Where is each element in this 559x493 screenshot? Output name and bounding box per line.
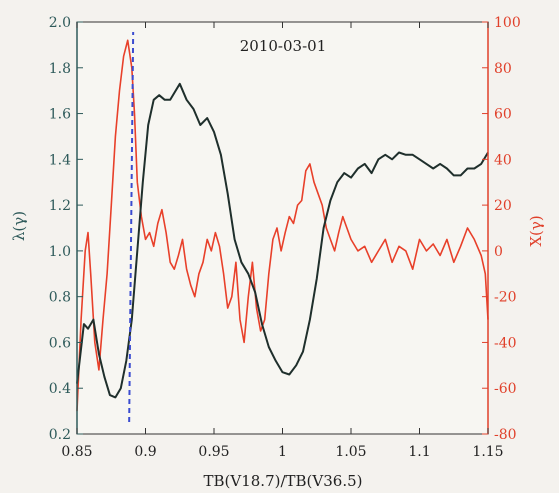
right-tick-label: -60 — [494, 381, 517, 397]
left-tick-label: 1.2 — [49, 198, 71, 214]
plot-area — [76, 21, 489, 435]
right-axis-label: X(γ) — [527, 215, 545, 246]
right-tick-label: 80 — [494, 61, 512, 77]
x-tick-label: 1.15 — [472, 444, 503, 460]
right-tick-label: -80 — [494, 427, 517, 443]
left-tick-label: 2.0 — [49, 15, 71, 31]
date-annotation: 2010-03-01 — [240, 37, 326, 55]
right-tick-label: 60 — [494, 107, 512, 123]
left-axis-label: λ(γ) — [10, 211, 28, 241]
right-tick-label: -40 — [494, 335, 517, 351]
left-tick-label: 0.2 — [49, 427, 71, 443]
vertical-dashed-marker — [128, 31, 135, 423]
right-tick-label: 0 — [494, 244, 503, 260]
left-tick-label: 0.4 — [49, 381, 71, 397]
x-tick-label: 0.9 — [134, 444, 156, 460]
left-tick-label: 0.8 — [49, 290, 71, 306]
left-tick-label: 1.0 — [49, 244, 71, 260]
left-tick-label: 1.4 — [49, 152, 71, 168]
x-tick-label: 0.85 — [61, 444, 92, 460]
chart-marks — [76, 31, 489, 423]
lambda-gamma-series-line — [76, 82, 489, 399]
right-tick-label: 40 — [494, 152, 512, 168]
right-tick-label: -20 — [494, 290, 517, 306]
x-tick-label: 0.95 — [198, 444, 229, 460]
right-tick-label: 100 — [494, 15, 521, 31]
x-tick-label: 1.05 — [335, 444, 366, 460]
left-tick-label: 1.6 — [49, 107, 71, 123]
left-tick-label: 1.8 — [49, 61, 71, 77]
x-tick-label: 1 — [278, 444, 287, 460]
x-axis-label: TB(V18.7)/TB(V36.5) — [204, 472, 363, 490]
x-tick-label: 1.1 — [408, 444, 430, 460]
left-tick-label: 0.6 — [49, 335, 71, 351]
x-gamma-series-line — [76, 39, 489, 412]
right-tick-label: 20 — [494, 198, 512, 214]
